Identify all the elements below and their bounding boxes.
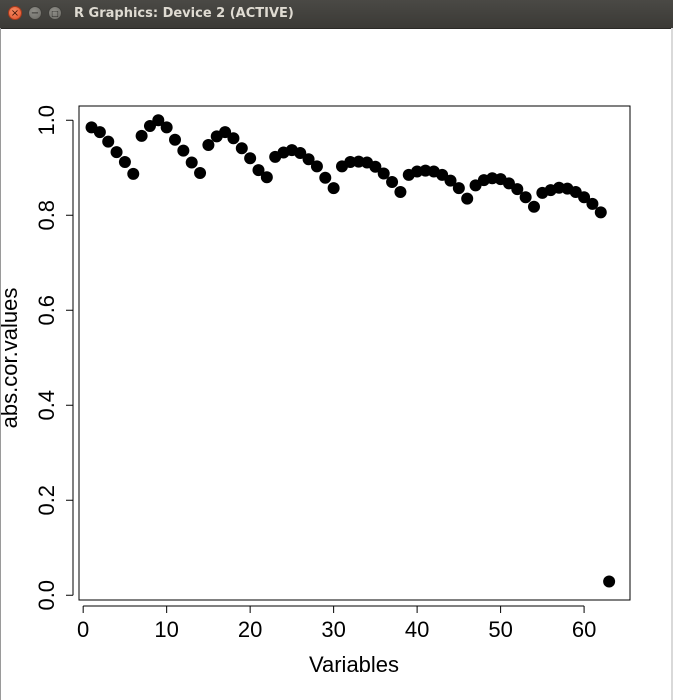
data-point xyxy=(519,191,532,204)
y-tick-label: 1.0 xyxy=(34,105,59,136)
window-border-right xyxy=(671,28,673,700)
window-title: R Graphics: Device 2 (ACTIVE) xyxy=(74,6,294,21)
data-point xyxy=(327,182,340,195)
x-axis: 0 10 20 30 40 50 60 xyxy=(77,605,596,642)
data-point xyxy=(294,147,307,160)
x-tick-label: 30 xyxy=(321,617,345,642)
title-bar[interactable]: × − □ R Graphics: Device 2 (ACTIVE) xyxy=(0,0,673,29)
data-point xyxy=(377,167,390,180)
close-icon[interactable]: × xyxy=(8,6,22,20)
data-point xyxy=(93,126,106,139)
data-point xyxy=(169,133,182,146)
data-point xyxy=(102,135,115,148)
data-point xyxy=(527,200,540,213)
data-point xyxy=(594,206,607,219)
data-point xyxy=(152,114,165,127)
data-point xyxy=(185,156,198,169)
data-point xyxy=(319,171,332,184)
data-point xyxy=(369,160,382,173)
data-point xyxy=(194,166,207,179)
data-point xyxy=(260,171,273,184)
minimize-icon[interactable]: − xyxy=(28,6,42,20)
y-tick-label: 0.4 xyxy=(34,390,59,421)
x-tick-label: 50 xyxy=(488,617,512,642)
data-point xyxy=(227,132,240,145)
data-point xyxy=(603,575,616,588)
y-axis-title: abs.cor.values xyxy=(0,288,22,429)
data-point xyxy=(444,174,457,187)
y-axis: 0.0 0.2 0.4 0.6 0.8 1.0 xyxy=(34,105,74,611)
x-tick-label: 20 xyxy=(238,617,262,642)
data-point xyxy=(110,146,123,159)
x-tick-label: 10 xyxy=(154,617,178,642)
data-point xyxy=(135,129,148,142)
y-tick-label: 0.2 xyxy=(34,485,59,516)
x-tick-label: 60 xyxy=(572,617,596,642)
data-point xyxy=(586,197,599,210)
data-point xyxy=(118,156,131,169)
data-point xyxy=(127,167,140,180)
window-border-left xyxy=(0,28,1,700)
x-tick-label: 40 xyxy=(405,617,429,642)
y-tick-label: 0.0 xyxy=(34,580,59,611)
x-axis-title: Variables xyxy=(309,652,399,677)
maximize-icon[interactable]: □ xyxy=(48,6,62,20)
data-point xyxy=(252,164,265,177)
data-point xyxy=(177,144,190,157)
data-point xyxy=(452,182,465,195)
data-point xyxy=(310,160,323,173)
data-point xyxy=(202,138,215,151)
data-point xyxy=(244,152,257,165)
data-point xyxy=(160,121,173,134)
data-point xyxy=(511,183,524,196)
data-point xyxy=(461,192,474,205)
data-point xyxy=(302,153,315,166)
data-point xyxy=(386,176,399,188)
plot-box xyxy=(78,105,631,601)
data-point xyxy=(394,185,407,198)
y-tick-label: 0.8 xyxy=(34,200,59,231)
data-point xyxy=(235,142,248,155)
x-tick-label: 0 xyxy=(77,617,89,642)
y-tick-label: 0.6 xyxy=(34,295,59,326)
data-points xyxy=(85,114,616,588)
data-point xyxy=(219,126,232,139)
data-point xyxy=(578,191,591,204)
